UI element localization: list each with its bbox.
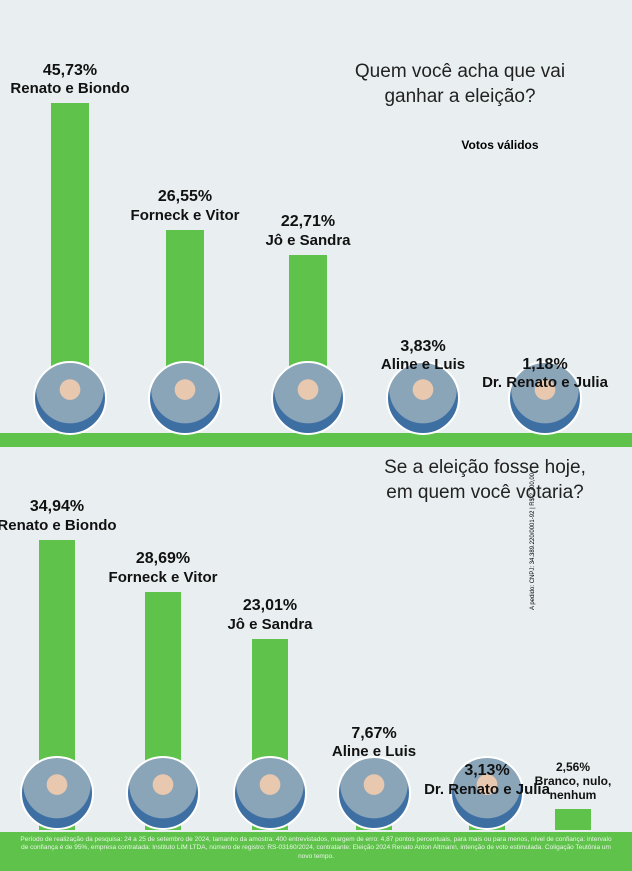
chart-subtitle: Votos válidos bbox=[461, 138, 539, 152]
candidate-photo bbox=[233, 756, 307, 830]
side-note: A pedido: CNPJ: 34.389.220/0001-92 | R$ … bbox=[530, 473, 536, 610]
candidate-photo bbox=[126, 756, 200, 830]
candidate-photo bbox=[508, 361, 582, 435]
value-label: 22,71% bbox=[280, 213, 336, 231]
category-label: Jô e Sandra bbox=[227, 615, 313, 633]
category-label: Aline e Luis bbox=[331, 743, 417, 761]
candidate-photo bbox=[386, 361, 460, 435]
bar-label: 26,55% Forneck e Vitor bbox=[120, 188, 250, 224]
category-label: Aline e Luis bbox=[380, 356, 466, 374]
value-label: 23,01% bbox=[242, 597, 298, 615]
candidate-photo bbox=[20, 756, 94, 830]
category-label: Renato e Biondo bbox=[0, 516, 117, 534]
bar-label: 3,13% Dr. Renato e Julia bbox=[422, 762, 552, 798]
bar-label: 7,67% Aline e Luis bbox=[309, 725, 439, 761]
bar-label: 34,94% Renato e Biondo bbox=[0, 498, 122, 534]
chart-title: Se a eleição fosse hoje, em quem você vo… bbox=[384, 457, 586, 503]
footer-text: Período de realização da pesquisa: 24 a … bbox=[20, 836, 612, 860]
bar-label: 22,71% Jô e Sandra bbox=[243, 213, 373, 249]
candidate-photo bbox=[450, 756, 524, 830]
bar-label: 1,18% Dr. Renato e Julia bbox=[480, 356, 610, 392]
bar bbox=[51, 103, 89, 405]
value-label: 28,69% bbox=[135, 550, 191, 568]
candidate-photo bbox=[337, 756, 411, 830]
bar-label: 2,56% Branco, nulo, nenhum bbox=[533, 761, 613, 802]
value-label: 7,67% bbox=[351, 724, 397, 742]
category-label: Dr. Renato e Julia bbox=[482, 373, 608, 391]
bar-label: 23,01% Jô e Sandra bbox=[205, 597, 335, 633]
category-label: Forneck e Vitor bbox=[108, 568, 218, 586]
candidate-photo bbox=[148, 361, 222, 435]
footer bbox=[0, 832, 632, 871]
category-label: Jô e Sandra bbox=[265, 231, 351, 249]
bar-label: 3,83% Aline e Luis bbox=[358, 338, 488, 374]
category-label: Branco, nulo, nenhum bbox=[534, 774, 612, 802]
candidate-photo bbox=[271, 361, 345, 435]
bar-label: 45,73% Renato e Biondo bbox=[5, 62, 135, 98]
value-label: 26,55% bbox=[157, 188, 213, 206]
candidate-photo bbox=[33, 361, 107, 435]
bar bbox=[555, 808, 591, 830]
value-label: 2,56% bbox=[555, 760, 591, 775]
value-label: 3,83% bbox=[400, 338, 446, 356]
value-label: 45,73% bbox=[42, 61, 98, 79]
category-label: Dr. Renato e Julia bbox=[424, 780, 550, 798]
value-label: 1,18% bbox=[522, 355, 568, 373]
divider-band bbox=[0, 433, 632, 447]
bar-label: 28,69% Forneck e Vitor bbox=[98, 550, 228, 586]
category-label: Renato e Biondo bbox=[10, 79, 130, 97]
value-label: 3,13% bbox=[464, 762, 510, 780]
value-label: 34,94% bbox=[29, 498, 85, 516]
chart-title: Quem você acha que vai ganhar a eleição? bbox=[354, 61, 566, 107]
category-label: Forneck e Vitor bbox=[130, 206, 240, 224]
